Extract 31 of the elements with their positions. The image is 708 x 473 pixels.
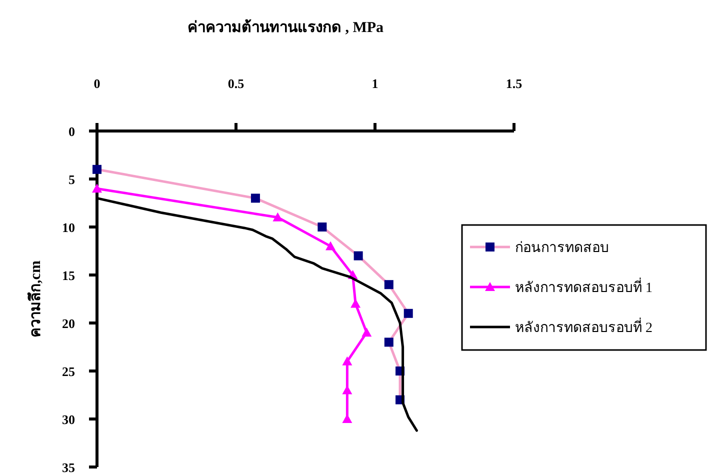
- y-tick-label: 20: [62, 316, 75, 331]
- point: [342, 356, 352, 366]
- point: [318, 222, 327, 232]
- y-tick-label: 0: [68, 124, 75, 139]
- y-tick-label: 30: [62, 412, 75, 427]
- point: [250, 194, 260, 203]
- y-tick-label: 5: [68, 172, 76, 187]
- y-tick-label: 15: [62, 268, 76, 283]
- legend-label: ก่อนการทดสอบ: [515, 241, 609, 256]
- point: [384, 280, 394, 290]
- x-tick-label: 1.5: [506, 76, 523, 91]
- point: [362, 328, 372, 337]
- x-tick-label: 0: [94, 76, 100, 91]
- point: [404, 308, 413, 318]
- legend-label: หลังการทดสอบรอบที่ 2: [515, 318, 652, 336]
- point: [384, 338, 394, 347]
- point: [326, 241, 336, 250]
- point: [350, 298, 361, 308]
- x-tick-label: 1: [372, 76, 378, 91]
- point: [92, 164, 102, 174]
- point: [92, 184, 102, 193]
- y-tick-label: 10: [62, 220, 75, 235]
- x-tick-label: 0.5: [228, 76, 245, 91]
- point: [342, 414, 352, 423]
- y-axis-title: ความลึก,cm: [26, 260, 44, 338]
- y-tick-label: 25: [62, 364, 76, 379]
- point: [354, 251, 363, 260]
- y-tick-label: 35: [62, 460, 76, 473]
- point: [272, 212, 283, 222]
- legend-label: หลังการทดสอบรอบที่ 1: [515, 278, 652, 296]
- x-axis-title: ค่าความต้านทานแรงกด , MPa: [187, 19, 384, 36]
